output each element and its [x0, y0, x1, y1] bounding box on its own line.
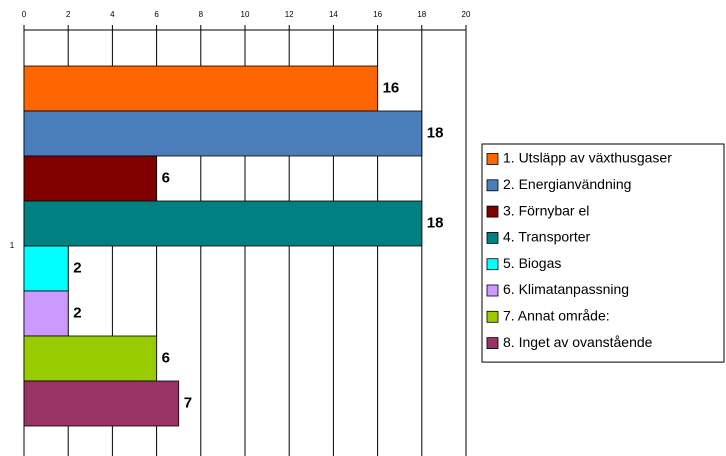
legend-label: 5. Biogas: [503, 255, 561, 271]
data-label: 2: [73, 259, 81, 276]
x-tick-label: 8: [199, 10, 204, 19]
legend-label: 3. Förnybar el: [503, 202, 589, 218]
x-tick-label: 12: [285, 10, 294, 19]
y-tick-label: 1: [10, 241, 15, 250]
legend-label: 4. Transporter: [503, 229, 590, 245]
bar: [23, 290, 69, 337]
legend-label: 8. Inget av ovanstående: [503, 334, 653, 350]
legend-label: 6. Klimatanpassning: [503, 281, 629, 297]
legend-swatch: [486, 337, 499, 350]
x-tick-label: 20: [462, 10, 471, 19]
x-tick-label: 4: [110, 10, 115, 19]
legend: 1. Utsläpp av växthusgaser 2. Energianvän…: [481, 143, 725, 363]
x-tick-label: 16: [373, 10, 382, 19]
legend-box: [481, 143, 725, 363]
data-label: 16: [383, 79, 400, 96]
legend-swatch: [486, 205, 499, 218]
legend-label: 2. Energianvändning: [503, 176, 631, 192]
legend-swatch: [486, 258, 499, 271]
data-label: 6: [162, 349, 170, 366]
bar: [23, 110, 423, 157]
legend-label: 1. Utsläpp av växthusgaser: [503, 150, 672, 166]
x-tick-label: 14: [329, 10, 338, 19]
legend-swatch: [486, 310, 499, 323]
legend-swatch: [486, 179, 499, 192]
legend-swatch: [486, 231, 499, 244]
bar: [23, 335, 158, 382]
legend-label: 7. Annat område:: [503, 308, 610, 324]
x-tick-label: 2: [66, 10, 71, 19]
data-label: 18: [427, 214, 444, 231]
bar: [23, 200, 423, 247]
data-label: 6: [162, 169, 170, 186]
bar: [23, 245, 69, 292]
x-tick-label: 0: [22, 10, 27, 19]
data-label: 2: [73, 304, 81, 321]
bar: [23, 380, 180, 427]
legend-swatch: [486, 284, 499, 297]
legend-swatch: [486, 153, 499, 165]
x-tick-label: 18: [417, 10, 426, 19]
bar: [23, 155, 158, 202]
x-tick-label: 10: [241, 10, 250, 19]
data-label: 7: [184, 394, 192, 411]
x-tick-label: 6: [154, 10, 159, 19]
bar: [23, 65, 379, 112]
data-label: 18: [427, 124, 444, 141]
